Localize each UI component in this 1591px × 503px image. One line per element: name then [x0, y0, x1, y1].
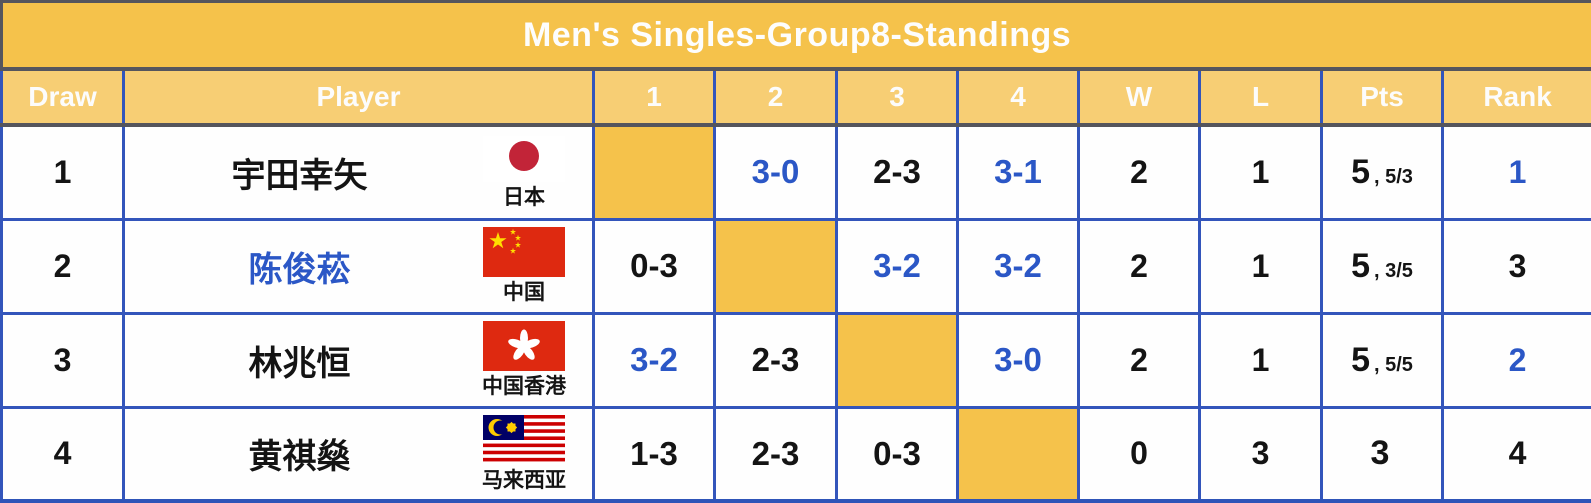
match-score-cell: 0-3 — [594, 219, 715, 313]
losses-cell: 1 — [1200, 219, 1322, 313]
draw-number: 3 — [2, 313, 124, 407]
points-cell: 5, 5/5 — [1322, 313, 1443, 407]
flag-block: 中国 — [468, 227, 586, 304]
column-header-row: Draw Player 1 2 3 4 W L Pts Rank — [2, 69, 1591, 125]
player-name: 宇田幸矢 — [131, 148, 468, 197]
wins-cell: 2 — [1079, 125, 1200, 219]
col-header-rank: Rank — [1443, 69, 1591, 125]
points-value: 5 — [1351, 153, 1370, 191]
player-cell: 陈俊菘 中国 — [124, 219, 594, 313]
col-header-3: 3 — [837, 69, 958, 125]
points-value: 5 — [1351, 247, 1370, 285]
player-cell: 林兆恒 中国香港 — [124, 313, 594, 407]
match-score-cell: 1-3 — [594, 407, 715, 501]
self-match-cell — [594, 125, 715, 219]
match-score-cell: 2-3 — [837, 125, 958, 219]
match-score-cell: 3-2 — [958, 219, 1079, 313]
china-flag-icon — [483, 227, 565, 277]
match-score-cell: 3-2 — [594, 313, 715, 407]
country-label: 中国香港 — [482, 375, 566, 398]
rank-cell: 2 — [1443, 313, 1591, 407]
table-row: 4 黄祺燊 — [2, 407, 1591, 501]
flag-block: 中国香港 — [468, 321, 586, 398]
losses-cell: 1 — [1200, 125, 1322, 219]
rank-cell: 1 — [1443, 125, 1591, 219]
col-header-4: 4 — [958, 69, 1079, 125]
col-header-draw: Draw — [2, 69, 124, 125]
country-label: 日本 — [503, 186, 545, 209]
wins-cell: 2 — [1079, 219, 1200, 313]
match-score-cell: 3-2 — [837, 219, 958, 313]
draw-number: 2 — [2, 219, 124, 313]
draw-number: 1 — [2, 125, 124, 219]
table-row: 1 宇田幸矢 日本 3-0 2-3 3-1 2 1 — [2, 125, 1591, 219]
self-match-cell — [958, 407, 1079, 501]
losses-cell: 1 — [1200, 313, 1322, 407]
draw-number: 4 — [2, 407, 124, 501]
col-header-2: 2 — [715, 69, 837, 125]
col-header-1: 1 — [594, 69, 715, 125]
points-ratio: , 5/5 — [1374, 354, 1413, 376]
wins-cell: 0 — [1079, 407, 1200, 501]
match-score-cell: 2-3 — [715, 313, 837, 407]
player-name: 陈俊菘 — [131, 242, 468, 291]
points-cell: 5, 3/5 — [1322, 219, 1443, 313]
points-cell: 5, 5/3 — [1322, 125, 1443, 219]
table-row: 3 林兆恒 — [2, 313, 1591, 407]
hongkong-flag-icon — [483, 321, 565, 371]
points-value: 3 — [1371, 434, 1390, 472]
match-score-cell: 3-1 — [958, 125, 1079, 219]
col-header-w: W — [1079, 69, 1200, 125]
points-ratio: , 3/5 — [1374, 260, 1413, 282]
player-name: 林兆恒 — [131, 336, 468, 385]
match-score-cell: 3-0 — [958, 313, 1079, 407]
wins-cell: 2 — [1079, 313, 1200, 407]
japan-flag-icon — [483, 136, 565, 182]
self-match-cell — [715, 219, 837, 313]
col-header-player: Player — [124, 69, 594, 125]
points-ratio: , 5/3 — [1374, 166, 1413, 188]
country-label: 马来西亚 — [482, 469, 566, 492]
match-score-cell: 2-3 — [715, 407, 837, 501]
points-cell: 3 — [1322, 407, 1443, 501]
match-score-cell: 0-3 — [837, 407, 958, 501]
flag-block: 日本 — [468, 136, 586, 209]
points-value: 5 — [1351, 341, 1370, 379]
flag-block: 马来西亚 — [468, 415, 586, 492]
rank-cell: 4 — [1443, 407, 1591, 501]
country-label: 中国 — [503, 281, 545, 304]
title-row: Men's Singles-Group8-Standings — [2, 2, 1591, 70]
self-match-cell — [837, 313, 958, 407]
match-score-cell: 3-0 — [715, 125, 837, 219]
player-cell: 黄祺燊 — [124, 407, 594, 501]
table-row: 2 陈俊菘 中国 — [2, 219, 1591, 313]
malaysia-flag-icon — [483, 415, 565, 465]
col-header-l: L — [1200, 69, 1322, 125]
table-title: Men's Singles-Group8-Standings — [2, 2, 1591, 70]
player-cell: 宇田幸矢 日本 — [124, 125, 594, 219]
col-header-pts: Pts — [1322, 69, 1443, 125]
rank-cell: 3 — [1443, 219, 1591, 313]
player-name: 黄祺燊 — [131, 429, 468, 478]
losses-cell: 3 — [1200, 407, 1322, 501]
